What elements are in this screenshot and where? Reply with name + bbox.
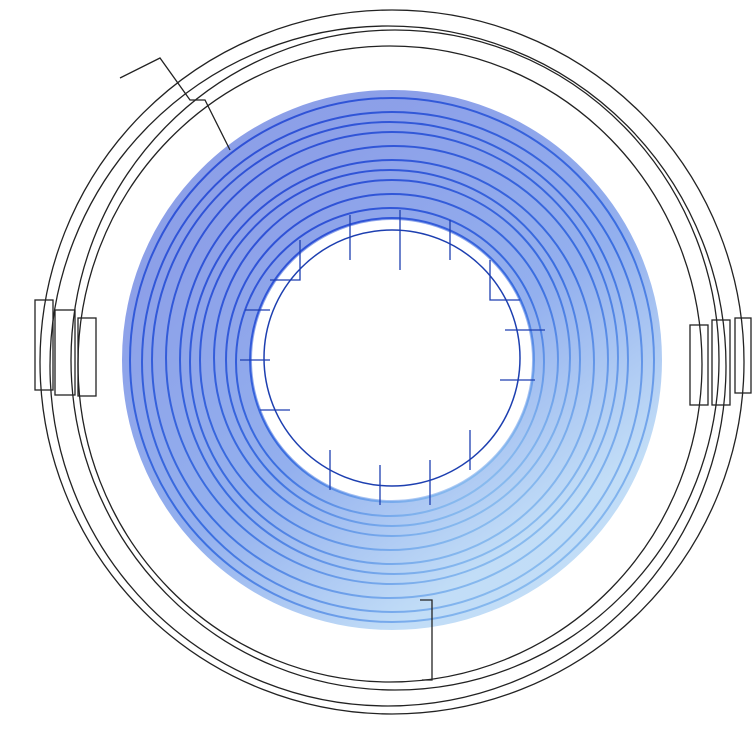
outer-ring xyxy=(49,25,727,707)
blue-ring xyxy=(179,145,609,575)
side-brackets xyxy=(34,299,752,406)
tick-strokes xyxy=(240,210,545,505)
blue-ring xyxy=(151,121,629,599)
bracket xyxy=(77,317,97,397)
blue-ring xyxy=(235,207,545,517)
blue-rings xyxy=(129,97,655,623)
bracket xyxy=(711,319,731,406)
inner-ticks xyxy=(240,210,545,505)
outer-ring xyxy=(39,9,745,715)
blue-ring xyxy=(141,111,643,613)
inner-hole xyxy=(263,229,521,487)
bracket xyxy=(734,317,752,394)
leader-top xyxy=(119,57,231,151)
bracket xyxy=(34,299,54,391)
leader-lines xyxy=(119,57,433,681)
bracket xyxy=(54,309,76,396)
blue-ring xyxy=(199,169,581,551)
leader-bottom xyxy=(420,599,433,681)
blue-ring xyxy=(225,193,559,527)
blue-ring xyxy=(213,179,571,537)
bracket xyxy=(689,324,709,406)
outer-ring xyxy=(70,29,720,691)
blue-ring xyxy=(165,131,619,585)
blue-ring xyxy=(189,159,595,565)
blue-ring xyxy=(129,97,655,623)
